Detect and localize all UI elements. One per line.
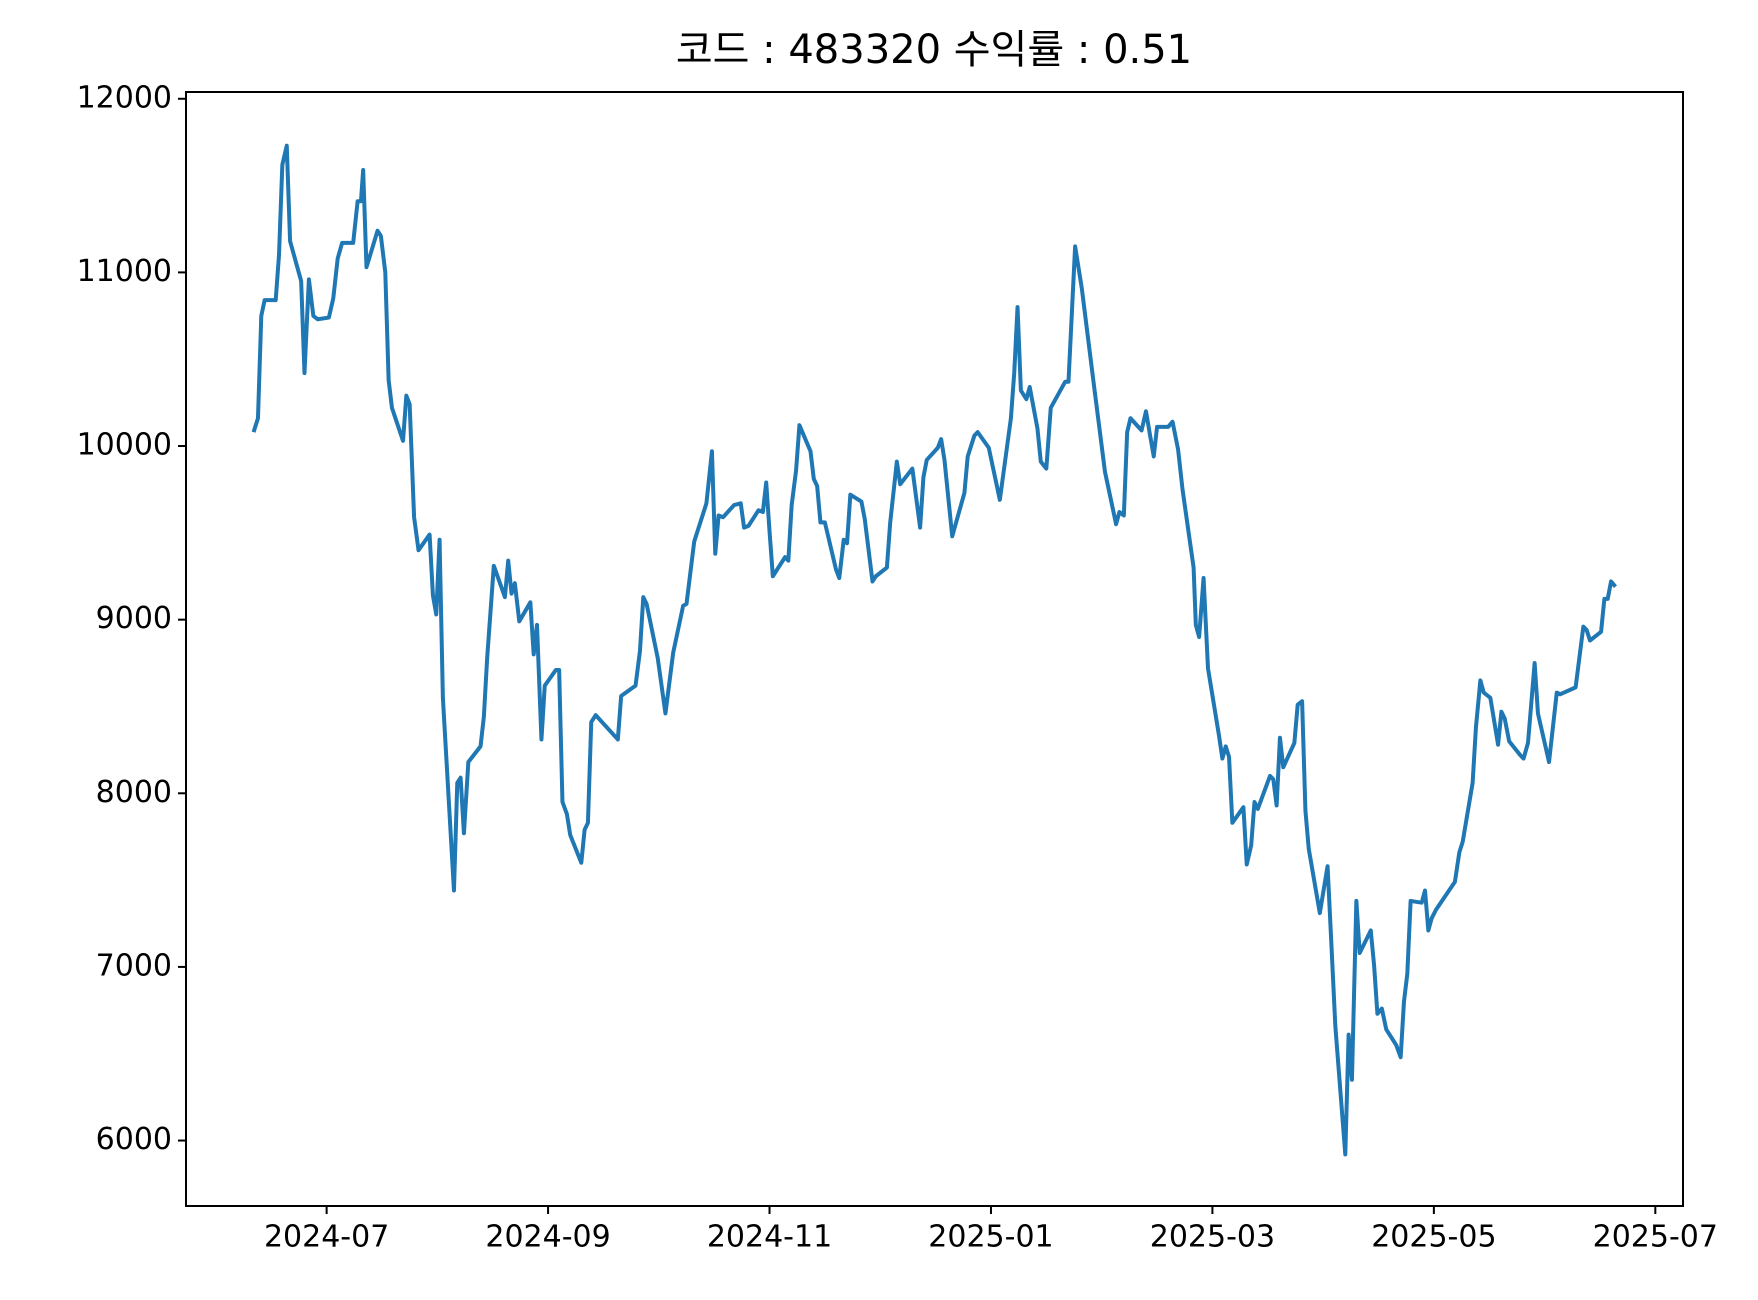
y-tick-label: 6000 (96, 1122, 172, 1157)
y-tick-label: 10000 (77, 428, 172, 463)
x-tick-label: 2025-05 (1371, 1220, 1496, 1255)
y-tick-label: 7000 (96, 948, 172, 983)
y-tick-label: 9000 (96, 601, 172, 636)
plot-frame (185, 91, 1684, 1207)
x-tick-label: 2025-01 (928, 1220, 1053, 1255)
x-tick-label: 2025-07 (1593, 1220, 1718, 1255)
y-tick-label: 8000 (96, 775, 172, 810)
y-tick-label: 11000 (77, 254, 172, 289)
price-line (251, 143, 1617, 1157)
y-tick-label: 12000 (77, 80, 172, 115)
chart-title: 코드 : 483320 수익률 : 0.51 (676, 27, 1192, 73)
x-tick-label: 2024-07 (264, 1220, 389, 1255)
x-tick-label: 2024-09 (485, 1220, 610, 1255)
x-tick-label: 2025-03 (1150, 1220, 1275, 1255)
x-tick-label: 2024-11 (707, 1220, 832, 1255)
